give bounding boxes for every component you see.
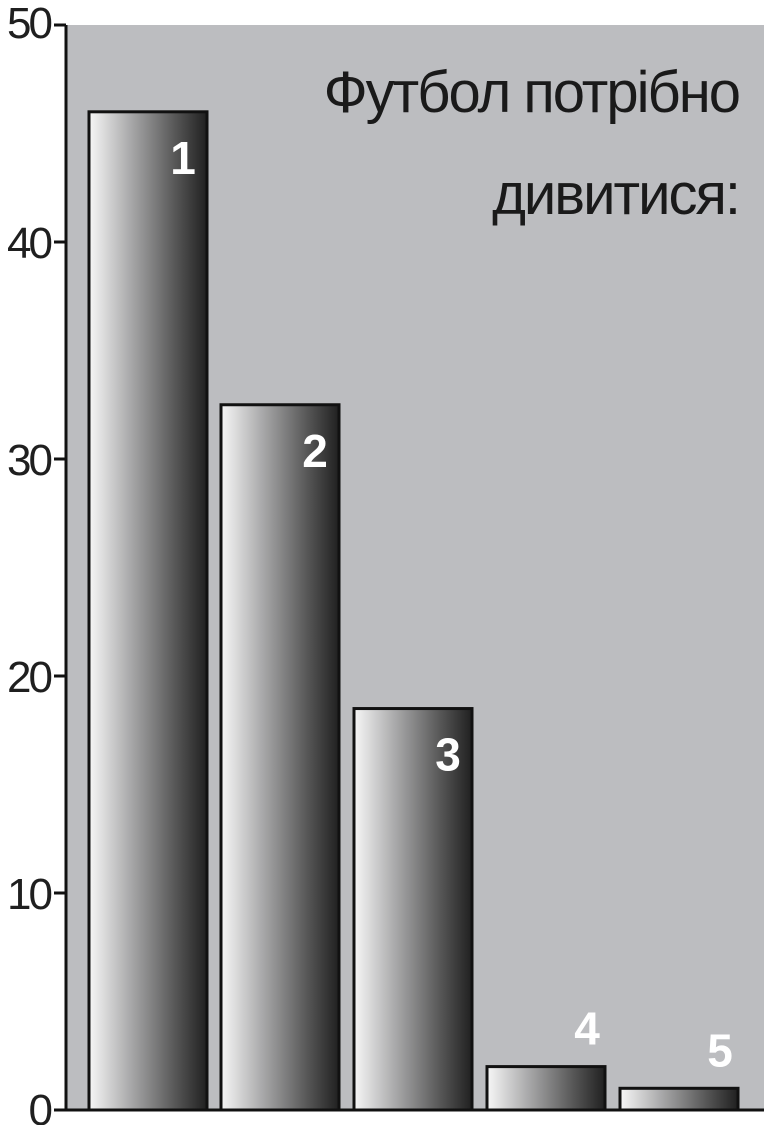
chart-title-line-2: дивитися: — [492, 162, 739, 227]
y-tick-label-50: 50 — [7, 0, 51, 48]
y-tick-label-10: 10 — [7, 870, 51, 919]
bar-series — [87, 110, 740, 1112]
y-axis: 0 10 20 30 40 50 — [7, 0, 764, 1125]
chart-title: Футбол потрібно дивитися: — [324, 60, 741, 227]
y-tick-label-40: 40 — [7, 219, 51, 268]
bar-label-4: 4 — [574, 1003, 600, 1055]
bar-2 — [219, 403, 341, 1112]
bar-label-5: 5 — [707, 1024, 733, 1076]
bar-5 — [618, 1086, 740, 1112]
chart-title-line-1: Футбол потрібно — [324, 60, 739, 125]
bar-label-2: 2 — [302, 425, 328, 477]
y-tick-label-30: 30 — [7, 436, 51, 485]
bar-4 — [485, 1065, 607, 1112]
bar-label-1: 1 — [170, 132, 196, 184]
bar-1 — [87, 110, 209, 1112]
bar-category-labels: 1 2 3 4 5 — [170, 132, 733, 1077]
bar-label-3: 3 — [435, 729, 461, 781]
y-tick-label-20: 20 — [7, 653, 51, 702]
y-tick-label-0: 0 — [29, 1086, 52, 1125]
